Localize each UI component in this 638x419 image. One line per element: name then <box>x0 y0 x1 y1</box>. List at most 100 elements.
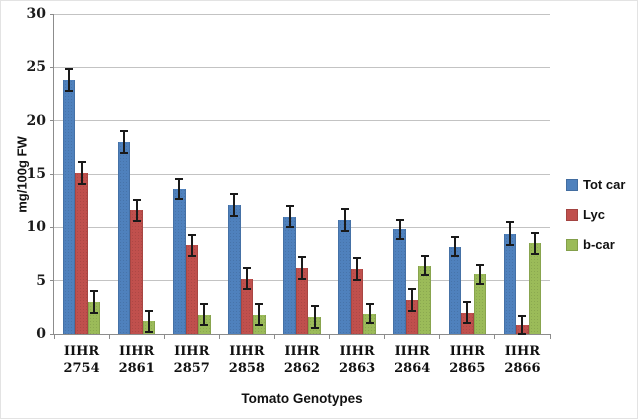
bar-lyc <box>130 210 143 334</box>
error-bar-line <box>123 131 126 153</box>
error-bar-cap-bottom <box>530 253 539 255</box>
x-tick-mark <box>163 334 165 339</box>
error-bar-cap-top <box>463 301 472 303</box>
error-bar-cap-bottom <box>420 274 429 277</box>
bar-texture <box>118 142 130 334</box>
error-bar-cap-bottom <box>230 214 239 217</box>
bar-texture <box>351 268 363 334</box>
x-tick-mark <box>273 334 275 339</box>
error-bar-cap-top <box>310 305 319 308</box>
bar-texture <box>529 243 541 334</box>
error-bar-cap-top <box>175 178 184 181</box>
error-bar-line <box>508 222 511 246</box>
error-bar-cap-bottom <box>365 322 374 325</box>
error-bar-line <box>190 234 193 257</box>
x-tick-label: IIHR 2861 <box>107 343 166 377</box>
error-bar-cap-top <box>353 257 362 260</box>
error-bar-cap-top <box>145 309 154 312</box>
x-tick-label-line: 2862 <box>283 361 321 376</box>
error-bar-cap-top <box>132 198 141 201</box>
error-bar-cap-top <box>242 266 251 269</box>
bar-tot-car <box>228 204 241 334</box>
error-bar-cap-top <box>285 205 294 207</box>
x-tick-label-line: 2865 <box>449 361 486 376</box>
error-bar-cap-top <box>408 288 417 291</box>
bar-tot-car <box>173 188 186 334</box>
y-tick-label: 20 <box>26 112 46 129</box>
error-bar-cap-bottom <box>310 326 319 329</box>
bar-b-car <box>418 265 431 334</box>
error-bar-cap-bottom <box>175 197 184 200</box>
legend-swatch-icon <box>566 178 578 191</box>
bar-texture <box>296 267 308 334</box>
gridline <box>54 120 550 122</box>
x-tick-label: IIHR 2862 <box>272 343 331 377</box>
x-tick-label-line: 2858 <box>228 361 265 376</box>
error-bar-line <box>423 256 426 276</box>
error-bar-cap-bottom <box>187 255 196 258</box>
error-bar-cap-bottom <box>77 182 86 185</box>
bar-tot-car <box>117 142 131 334</box>
gridline <box>54 13 550 15</box>
error-bar-line <box>411 289 414 311</box>
y-tick-mark <box>50 280 54 282</box>
bar-texture <box>186 245 198 334</box>
error-bar-cap-top <box>420 255 429 258</box>
error-bar-cap-top <box>505 221 514 223</box>
error-bar-cap-bottom <box>395 238 404 241</box>
error-bar-cap-top <box>255 303 264 306</box>
error-bar-line <box>533 232 536 254</box>
bar-texture <box>474 274 486 334</box>
bar-texture <box>174 188 185 334</box>
y-tick-mark <box>50 13 54 15</box>
bar-lyc <box>240 278 254 334</box>
bar-texture <box>284 216 295 334</box>
bar-texture <box>406 299 418 334</box>
y-tick-label: 10 <box>26 219 46 236</box>
x-tick-mark <box>549 334 551 339</box>
error-bar-cap-top <box>120 130 129 133</box>
error-bar-line <box>80 162 83 184</box>
x-axis-line <box>50 334 550 335</box>
bar-tot-car <box>448 246 462 334</box>
x-tick-mark <box>329 334 331 339</box>
error-bar-cap-bottom <box>518 333 527 335</box>
bar-tot-car <box>283 216 296 334</box>
error-bar-line <box>135 199 138 221</box>
error-bar-cap-top <box>395 218 404 221</box>
bar-tot-car <box>393 229 406 334</box>
error-bar-cap-top <box>340 208 349 211</box>
bar-b-car <box>87 302 101 334</box>
bar-texture <box>229 204 240 334</box>
error-bar-line <box>343 209 346 231</box>
error-bar-line <box>356 258 359 280</box>
error-bar-cap-bottom <box>120 151 129 154</box>
bar-lyc <box>405 299 419 334</box>
x-tick-label-line: 2857 <box>173 361 210 376</box>
error-bar-line <box>398 219 401 240</box>
y-tick-mark <box>50 120 54 122</box>
error-bar-line <box>245 267 248 290</box>
error-bar-line <box>478 264 481 284</box>
bar-texture <box>504 233 516 334</box>
x-tick-mark <box>53 334 55 339</box>
legend-label: Lyc <box>583 207 605 222</box>
error-bar-line <box>68 69 71 91</box>
y-tick-mark <box>50 66 54 68</box>
x-tick-label-line: IIHR <box>229 344 265 359</box>
y-tick-label: 30 <box>26 6 46 22</box>
bar-b-car <box>473 274 487 334</box>
bar-texture <box>449 246 461 334</box>
error-bar-cap-bottom <box>505 244 514 247</box>
error-bar-cap-bottom <box>255 324 264 327</box>
x-tick-label-line: IIHR <box>504 344 541 359</box>
bar-texture <box>339 219 350 334</box>
error-bar-line <box>466 302 469 324</box>
bar-texture <box>131 210 142 334</box>
error-bar-cap-top <box>450 235 459 238</box>
error-bar-line <box>93 291 96 313</box>
bar-texture <box>76 172 87 334</box>
bar-texture <box>63 80 75 334</box>
error-bar-cap-bottom <box>475 282 484 285</box>
